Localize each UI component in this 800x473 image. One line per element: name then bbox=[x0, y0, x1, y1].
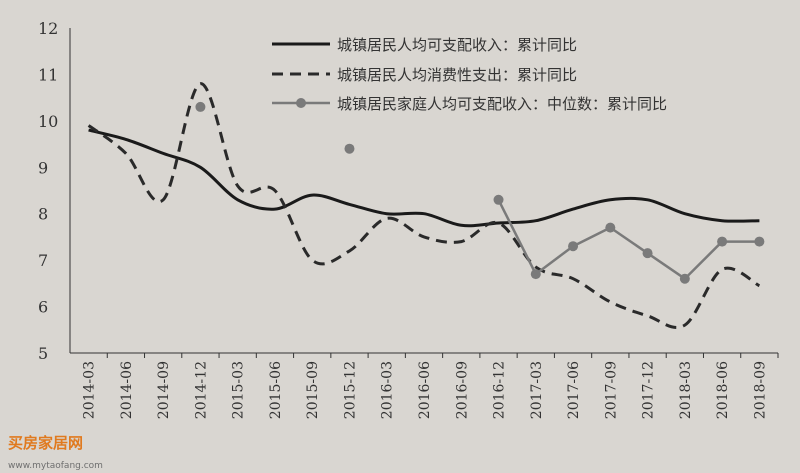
series-point-median bbox=[493, 194, 504, 205]
series-point-median bbox=[530, 269, 541, 280]
x-tick-label: 2014-06 bbox=[119, 361, 135, 419]
x-tick-label: 2017-06 bbox=[566, 361, 582, 419]
series-layer bbox=[87, 82, 765, 329]
y-tick-label: 7 bbox=[38, 251, 48, 270]
x-tick-label: 2018-06 bbox=[715, 361, 731, 419]
x-tick-label: 2015-06 bbox=[268, 361, 284, 419]
watermark-badge: 买房 bbox=[8, 434, 39, 452]
series-point-median bbox=[642, 248, 653, 259]
y-tick-label: 10 bbox=[38, 112, 58, 131]
x-tick-label: 2015-03 bbox=[231, 361, 247, 419]
x-tick-label: 2015-12 bbox=[342, 361, 358, 419]
series-point-median bbox=[344, 143, 355, 154]
series-segment-median bbox=[572, 226, 611, 248]
y-tick-label: 5 bbox=[38, 344, 48, 363]
y-tick-label: 12 bbox=[38, 19, 58, 38]
x-tick-label: 2014-03 bbox=[82, 361, 98, 419]
y-tick-label: 9 bbox=[38, 158, 48, 177]
x-tick-label: 2017-03 bbox=[529, 361, 545, 419]
series-segment-median bbox=[609, 226, 649, 255]
x-tick-label: 2014-09 bbox=[156, 361, 172, 419]
y-tick-label: 6 bbox=[38, 298, 48, 317]
axes: 5 6 7 8 9 10 11 12 2014-03 2014-06 2014-09 2014-12 2… bbox=[38, 19, 779, 419]
series-line-consumption bbox=[87, 82, 761, 329]
x-tick-label: 2018-09 bbox=[752, 361, 768, 419]
x-tick-label: 2014-12 bbox=[193, 361, 209, 419]
x-tick-label: 2016-12 bbox=[492, 361, 508, 419]
legend-label: 城镇居民人均消费性支出：累计同比 bbox=[337, 66, 577, 84]
series-segment-median bbox=[683, 240, 723, 280]
series-point-median bbox=[754, 236, 765, 247]
legend-label: 城镇居民人均可支配收入：累计同比 bbox=[337, 36, 577, 54]
watermark-logo: 家居网 bbox=[38, 434, 84, 452]
series-segment-median bbox=[535, 245, 574, 276]
legend-label: 城镇居民家庭人均可支配收入：中位数：累计同比 bbox=[337, 95, 667, 113]
x-tick-label: 2015-09 bbox=[305, 361, 321, 419]
series-segment-median bbox=[646, 252, 686, 280]
legend: 城镇居民人均可支配收入：累计同比城镇居民人均消费性支出：累计同比城镇居民家庭人均… bbox=[272, 36, 667, 113]
series-line-income bbox=[88, 128, 760, 228]
series-point-median bbox=[605, 222, 616, 233]
series-segment-median bbox=[497, 199, 537, 275]
y-tick-label: 11 bbox=[38, 65, 58, 84]
series-point-median bbox=[195, 101, 206, 112]
y-tick-label: 8 bbox=[38, 205, 48, 224]
x-tick-label: 2016-03 bbox=[380, 361, 396, 419]
x-tick-label: 2018-03 bbox=[678, 361, 694, 419]
x-tick-label: 2017-12 bbox=[641, 361, 657, 419]
watermark: 买房家居网 www.mytaofang.com bbox=[8, 432, 103, 472]
series-point-median bbox=[568, 241, 579, 252]
series-point-median bbox=[679, 273, 690, 284]
x-tick-label: 2016-09 bbox=[454, 361, 470, 419]
x-tick-label: 2017-09 bbox=[603, 361, 619, 419]
legend-swatch-marker bbox=[296, 98, 306, 108]
x-tick-label: 2016-06 bbox=[417, 361, 433, 419]
watermark-url: www.mytaofang.com bbox=[8, 461, 103, 471]
series-point-median bbox=[717, 236, 728, 247]
